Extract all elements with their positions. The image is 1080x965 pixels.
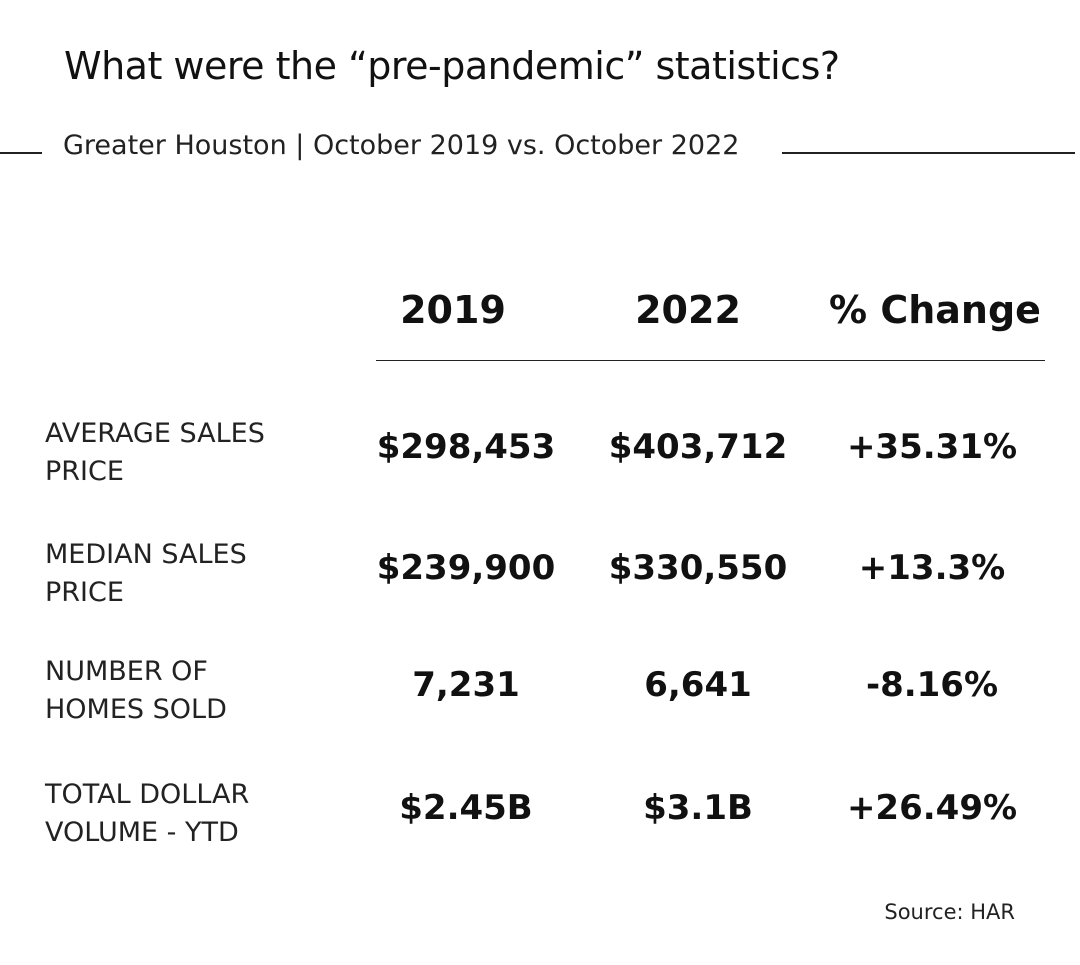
- row-label-line: MEDIAN SALES: [45, 539, 247, 570]
- cell: $403,712: [608, 427, 788, 467]
- cell: $2.45B: [399, 788, 533, 828]
- subtitle: Greater Houston | October 2019 vs. Octob…: [63, 130, 740, 161]
- title: What were the “pre-pandemic” statistics?: [64, 44, 840, 88]
- cell: +26.49%: [846, 788, 1018, 828]
- cell: $298,453: [376, 427, 556, 467]
- cell: $330,550: [608, 548, 788, 588]
- row-label-line: HOMES SOLD: [45, 694, 227, 725]
- cell: 7,231: [412, 665, 520, 705]
- cell: +35.31%: [846, 427, 1018, 467]
- row-label: TOTAL DOLLAR VOLUME - YTD: [45, 776, 249, 852]
- row-label: MEDIAN SALES PRICE: [45, 536, 247, 612]
- cell: +13.3%: [858, 548, 1006, 588]
- cell: $239,900: [376, 548, 556, 588]
- row-label: NUMBER OF HOMES SOLD: [45, 653, 227, 729]
- cell: $3.1B: [643, 788, 753, 828]
- column-header: 2019: [400, 288, 506, 332]
- row-label-line: TOTAL DOLLAR: [45, 779, 250, 810]
- cell: -8.16%: [865, 665, 999, 705]
- row-label: AVERAGE SALES PRICE: [45, 415, 265, 491]
- row-label-line: PRICE: [45, 456, 124, 487]
- column-header: 2022: [635, 288, 741, 332]
- rule-left: [0, 152, 42, 154]
- column-header: % Change: [829, 288, 1041, 332]
- row-label-line: PRICE: [45, 577, 124, 608]
- cell: 6,641: [644, 665, 752, 705]
- rule-right: [782, 152, 1075, 154]
- row-label-line: VOLUME - YTD: [45, 817, 239, 848]
- row-label-line: AVERAGE SALES: [45, 418, 265, 449]
- row-label-line: NUMBER OF: [45, 656, 208, 687]
- header-rule: [376, 360, 1045, 361]
- source: Source: HAR: [884, 900, 1015, 924]
